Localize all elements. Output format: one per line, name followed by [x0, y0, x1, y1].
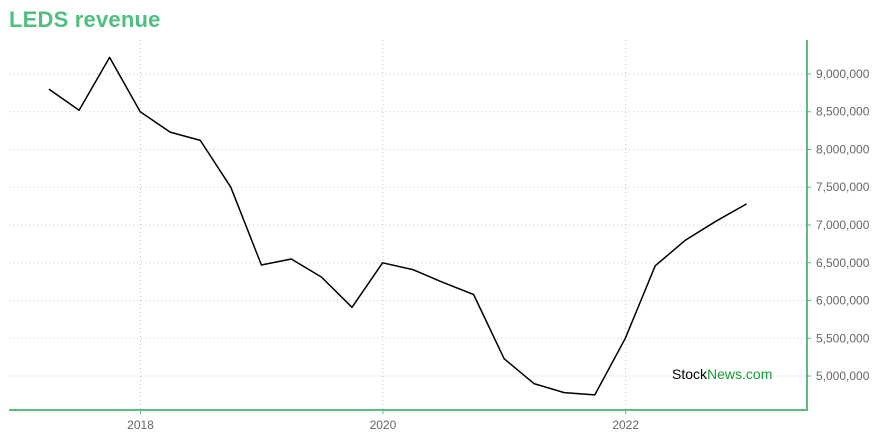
- y-tick-label: 7,000,000: [816, 218, 870, 232]
- y-tick-label: 9,000,000: [816, 67, 870, 81]
- axes: [9, 40, 811, 414]
- y-tick-label: 7,500,000: [816, 180, 870, 194]
- x-tick-label: 2022: [612, 418, 639, 432]
- chart-title: LEDS revenue: [9, 7, 161, 32]
- grid: [9, 40, 807, 410]
- y-tick-label: 8,500,000: [816, 105, 870, 119]
- x-tick-labels: 2018 2020 2022: [127, 418, 639, 432]
- y-tick-labels: 5,000,000 5,500,000 6,000,000 6,500,000 7,00…: [816, 67, 870, 383]
- watermark-stock: Stock: [672, 366, 708, 382]
- x-tick-label: 2018: [127, 418, 154, 432]
- watermark-com: .com: [742, 366, 772, 382]
- y-tick-label: 8,000,000: [816, 142, 870, 156]
- x-tick-label: 2020: [370, 418, 397, 432]
- y-tick-label: 6,500,000: [816, 256, 870, 270]
- y-tick-label: 5,500,000: [816, 331, 870, 345]
- stocknews-watermark: StockNews.com: [672, 366, 772, 382]
- y-tick-label: 5,000,000: [816, 369, 870, 383]
- y-tick-label: 6,000,000: [816, 294, 870, 308]
- series-line-revenue: [48, 56, 747, 396]
- watermark-news: News: [707, 366, 742, 382]
